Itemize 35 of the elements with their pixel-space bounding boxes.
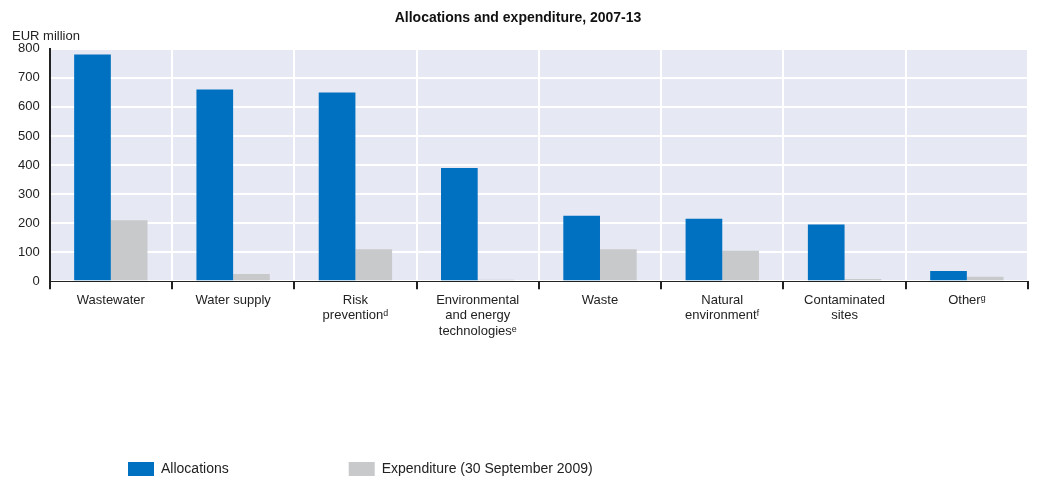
bar [74,54,111,281]
bar [196,89,234,281]
bar [807,224,845,281]
y-tick-label: 500 [17,127,40,143]
y-tick-label: 800 [17,40,40,56]
bar [110,220,148,281]
bar [563,215,600,281]
x-tick-label: Contaminated sites [804,291,886,323]
bar [233,273,270,281]
y-tick-label: 700 [17,69,40,85]
x-tick-label: Risk preventionᵈ [322,291,389,323]
bar [930,271,967,281]
bar [318,92,356,281]
y-tick-label: 300 [17,185,40,201]
y-tick-label: 600 [17,98,40,114]
x-tick-label: Otherᵍ [948,291,986,307]
x-tick-label: Water supply [195,291,272,307]
bar [966,276,1004,281]
bar [441,167,478,281]
chart-title: Allocations and expenditure, 2007-13 [394,9,642,26]
bar [722,250,759,281]
bar [599,249,637,281]
legend-label: Allocations [161,459,229,476]
x-tick-label: Wastewater [76,291,146,307]
bar [685,218,723,281]
x-tick-label: Environmental and energy technologiesᵉ [436,291,520,338]
legend-label: Expenditure (30 September 2009) [381,459,593,476]
y-axis-title: EUR million [12,28,80,43]
x-tick-label: Natural environmentᶠ [685,291,760,323]
y-tick-label: 400 [17,156,40,172]
bar [355,249,393,281]
y-tick-label: 0 [32,272,40,288]
x-tick-label: Waste [581,291,619,307]
y-tick-label: 100 [17,243,40,259]
y-tick-label: 200 [17,214,40,230]
